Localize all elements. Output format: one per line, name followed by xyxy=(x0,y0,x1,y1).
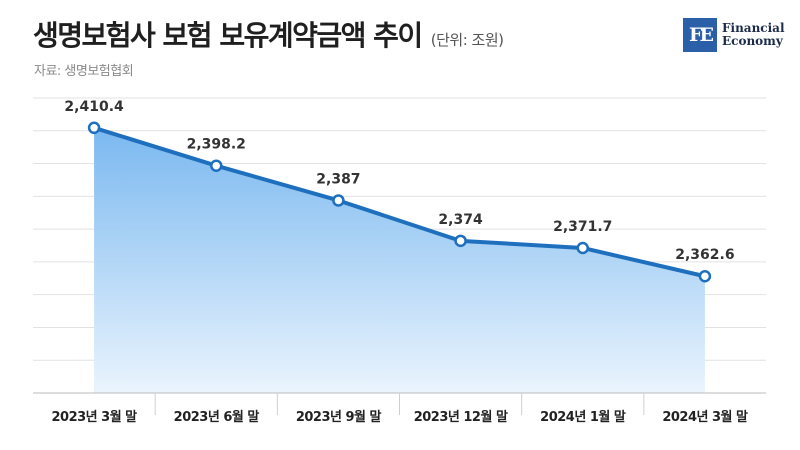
data-label: 2,362.6 xyxy=(675,247,734,263)
brand-logo: FE Financial Economy xyxy=(683,18,785,52)
data-label: 2,387 xyxy=(316,171,360,187)
data-point xyxy=(698,269,712,283)
data-point xyxy=(210,159,223,172)
logo-line-1: Financial xyxy=(722,21,785,35)
data-point xyxy=(87,121,101,135)
x-tick-label: 2023년 3월 말 xyxy=(51,409,137,425)
x-tick-label: 2023년 6월 말 xyxy=(174,409,260,425)
data-point xyxy=(576,241,589,255)
area-fill xyxy=(94,127,705,394)
source-note: 자료: 생명보험협회 xyxy=(34,64,134,79)
data-label: 2,374 xyxy=(438,212,483,228)
title-block: 생명보험사 보험 보유계약금액 추이 (단위: 조원) xyxy=(33,14,504,54)
data-label: 2,398.2 xyxy=(187,137,246,153)
fe-logo-icon: FE xyxy=(683,18,717,52)
axis-layer: 2023년 3월 말 2023년 6월 말 2023년 9월 말 2023년 12월 … xyxy=(33,392,766,425)
x-tick-label: 2023년 12월 말 xyxy=(414,409,508,425)
series-line xyxy=(92,125,707,279)
logo-line-2: Economy xyxy=(722,34,783,48)
data-label: 2,371.7 xyxy=(553,219,612,235)
x-tick-label: 2023년 9월 말 xyxy=(296,409,382,425)
x-tick-label: 2024년 1월 말 xyxy=(540,409,626,425)
x-tick-label: 2024년 3월 말 xyxy=(662,409,748,425)
unit-label: (단위: 조원) xyxy=(430,31,504,49)
label-layer: 2,410.4 2,398.2 2,387 2,374 2,371.7 2,362.6 xyxy=(64,99,734,263)
data-point xyxy=(454,234,467,248)
data-label: 2,410.4 xyxy=(64,99,124,115)
chart-title: 생명보험사 보험 보유계약금액 추이 xyxy=(33,19,423,52)
logo-text: Financial Economy xyxy=(722,22,785,48)
line-layer xyxy=(92,125,707,279)
area-layer xyxy=(94,127,705,394)
point-layer xyxy=(87,121,712,283)
data-point xyxy=(332,194,345,207)
